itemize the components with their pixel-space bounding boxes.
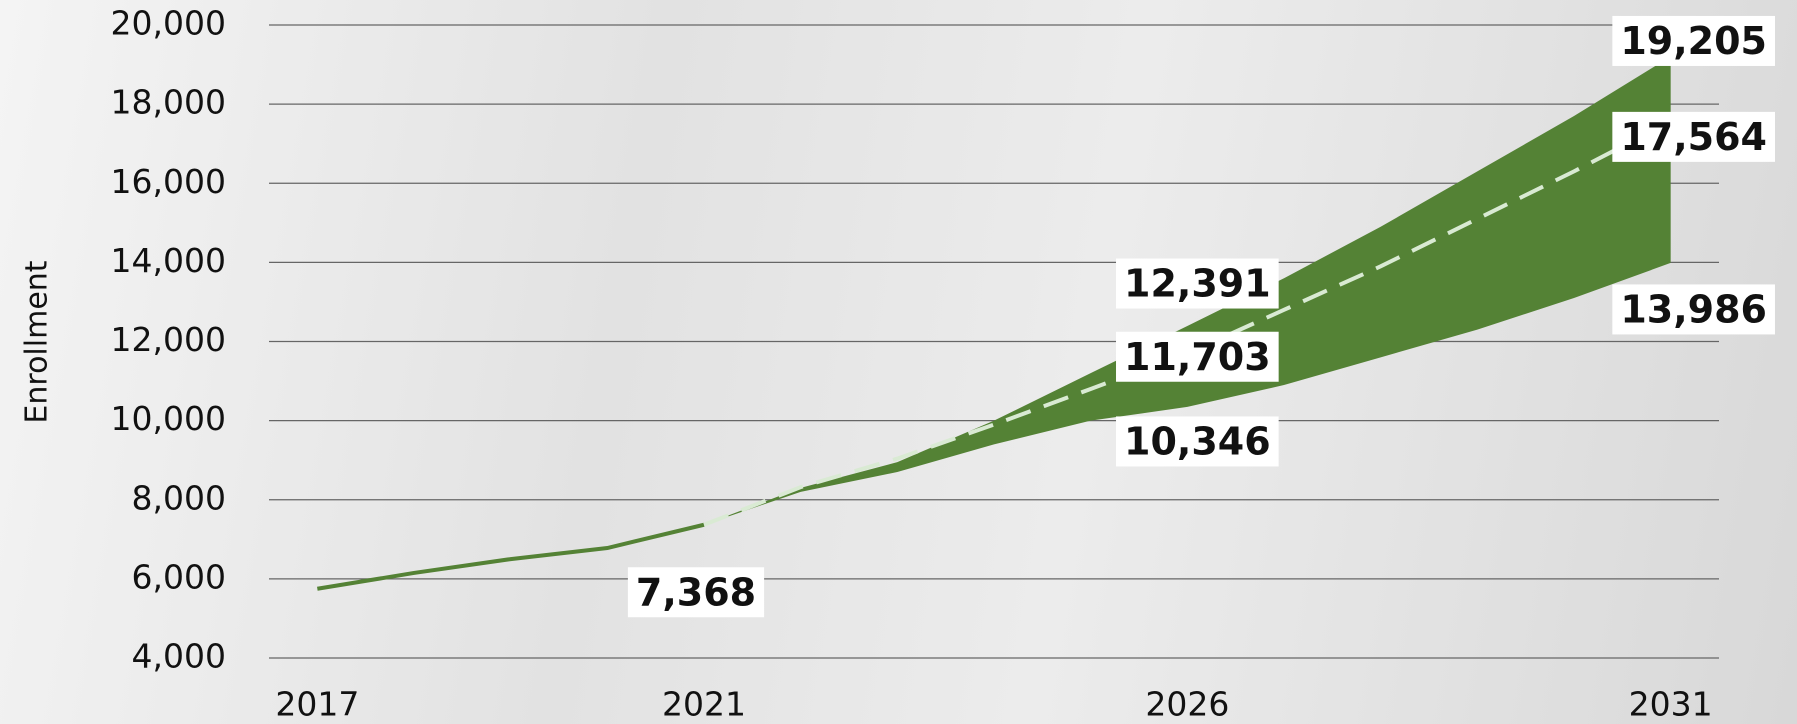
data-label-group: 10,346: [1116, 416, 1279, 466]
data-label-group: 11,703: [1116, 332, 1279, 382]
y-tick-label: 16,000: [111, 162, 226, 201]
y-axis-label: Enrollment: [20, 260, 55, 423]
data-label: 13,986: [1620, 287, 1767, 331]
y-tick-label: 10,000: [111, 399, 226, 438]
x-tick-label: 2031: [1629, 685, 1713, 724]
data-label: 12,391: [1124, 262, 1271, 306]
data-label-group: 17,564: [1612, 112, 1775, 162]
data-label: 19,205: [1620, 19, 1767, 63]
data-label: 11,703: [1124, 335, 1271, 379]
x-tick-label: 2021: [662, 685, 746, 724]
data-label: 10,346: [1124, 419, 1271, 463]
data-label-group: 7,368: [628, 567, 764, 617]
x-tick-label: 2017: [275, 685, 359, 724]
y-tick-label: 4,000: [132, 637, 226, 676]
y-tick-label: 20,000: [111, 4, 226, 43]
y-tick-label: 12,000: [111, 320, 226, 359]
y-tick-label: 18,000: [111, 83, 226, 122]
data-label: 17,564: [1620, 115, 1767, 159]
data-label-group: 19,205: [1612, 16, 1775, 66]
y-tick-label: 8,000: [132, 478, 226, 517]
y-tick-label: 14,000: [111, 241, 226, 280]
y-tick-label: 6,000: [132, 557, 226, 596]
chart: Enrollment 4,000 6,000 8,000 10,000 12,000 14…: [0, 0, 1797, 724]
data-label-group: 12,391: [1116, 259, 1279, 309]
data-label: 7,368: [636, 570, 756, 614]
x-tick-label: 2026: [1145, 685, 1229, 724]
data-label-group: 13,986: [1612, 284, 1775, 334]
